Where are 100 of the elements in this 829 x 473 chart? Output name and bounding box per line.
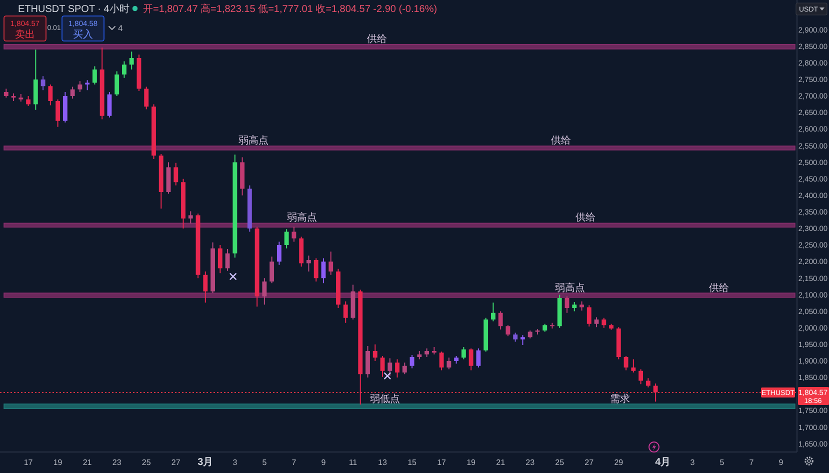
candlestick <box>78 81 82 92</box>
candlestick <box>136 54 142 92</box>
x-tick-label: 27 <box>171 458 181 467</box>
x-tick-label: 3 <box>232 458 238 467</box>
x-tick-label: 13 <box>378 458 388 467</box>
candlestick <box>484 318 488 352</box>
x-tick-label: 23 <box>112 458 122 467</box>
candlestick <box>262 278 267 305</box>
candlestick <box>528 330 532 338</box>
x-tick-label: 15 <box>408 458 418 467</box>
candlestick <box>358 290 363 405</box>
candlestick <box>432 347 436 354</box>
candlestick <box>609 324 614 330</box>
candlestick <box>166 162 171 194</box>
x-tick-label: 21 <box>82 458 92 467</box>
candlestick <box>328 252 334 275</box>
candlestick <box>33 50 38 110</box>
annotation: 弱高点 <box>555 282 586 294</box>
candlestick <box>158 154 164 209</box>
candlestick <box>468 348 474 370</box>
candlestick <box>388 358 392 376</box>
x-tick-label: 21 <box>496 458 506 467</box>
candlestick <box>210 242 215 294</box>
candlestick <box>284 229 289 248</box>
candlestick <box>276 242 282 265</box>
candlestick <box>402 362 407 374</box>
candlestick <box>152 104 156 159</box>
x-tick-label: 19 <box>466 458 476 467</box>
candlestick <box>48 84 53 106</box>
candlestick <box>247 185 252 232</box>
candlestick <box>129 52 134 70</box>
candlestick <box>174 162 178 186</box>
candlestick <box>188 211 193 224</box>
candlestick <box>181 178 186 228</box>
candlestick <box>542 324 548 332</box>
x-tick-label: 25 <box>142 458 152 467</box>
x-tick-label: 17 <box>437 458 447 467</box>
x-tick-label: 29 <box>614 458 624 467</box>
candlestick <box>506 325 510 336</box>
candlestick <box>314 258 318 282</box>
candlestick <box>616 327 621 360</box>
chart-subtitle: 开=1,807.47 高=1,823.15 低=1,777.01 收=1,804.57 -2.90 (-0.16%) <box>143 3 438 15</box>
candlestick <box>26 96 30 106</box>
candlestick <box>11 93 16 101</box>
x-tick-label: 17 <box>24 458 34 467</box>
annotation: 弱低点 <box>370 392 400 405</box>
candlestick <box>520 335 525 346</box>
x-tick-label: 19 <box>53 458 63 467</box>
candlestick <box>144 86 149 110</box>
candlestick <box>225 249 230 271</box>
x-tick-label: 23 <box>526 458 536 467</box>
candlestick <box>218 245 222 274</box>
x-tick-label: 7 <box>292 458 297 467</box>
candlestick <box>498 311 503 330</box>
candlestick <box>461 347 466 360</box>
annotation: 卖出 <box>15 28 35 40</box>
candlestick <box>100 48 104 120</box>
candlestick <box>232 154 238 258</box>
candlestick <box>92 66 97 84</box>
chart-title: ETHUSDT SPOT · 4小时 <box>18 3 130 15</box>
candlestick <box>535 329 540 334</box>
candlestick <box>476 348 481 368</box>
candlestick <box>56 99 60 127</box>
candlestick <box>580 301 584 311</box>
x-tick-label: 4月 <box>655 457 671 468</box>
x-tick-label: 5 <box>720 458 725 467</box>
candlestick <box>446 358 452 370</box>
candlestick <box>4 88 8 98</box>
candlestick <box>454 356 459 364</box>
annotation: 4 <box>118 23 123 33</box>
candlestick <box>586 305 592 326</box>
x-tick-label: 7 <box>749 458 754 467</box>
candlestick <box>417 351 422 360</box>
candlestick <box>653 383 658 402</box>
candlestick <box>40 76 46 90</box>
x-tick-label: 9 <box>321 458 326 467</box>
x-tick-label: 3月 <box>198 457 214 468</box>
candlestick <box>564 296 570 313</box>
candlestick <box>18 94 24 102</box>
candlestick <box>395 359 400 378</box>
candlestick <box>557 294 562 328</box>
candlestick <box>240 157 245 196</box>
candlestick <box>624 356 628 370</box>
candlestick <box>292 226 296 242</box>
annotation: 买入 <box>73 28 93 40</box>
candlestick <box>631 359 636 373</box>
candlestick <box>336 268 340 308</box>
candlestick <box>321 258 326 284</box>
candlestick <box>114 71 120 96</box>
candlestick <box>107 92 112 118</box>
annotation: 供给 <box>575 212 596 224</box>
candlestick <box>343 301 348 323</box>
candlestick <box>424 348 429 357</box>
candlestick <box>366 346 370 378</box>
candlestick <box>270 256 274 284</box>
x-tick-label: 9 <box>778 458 784 467</box>
x-tick-label: 25 <box>555 458 565 467</box>
candlestick <box>299 236 304 267</box>
annotation: 供给 <box>550 134 571 147</box>
candlestick <box>380 356 385 377</box>
